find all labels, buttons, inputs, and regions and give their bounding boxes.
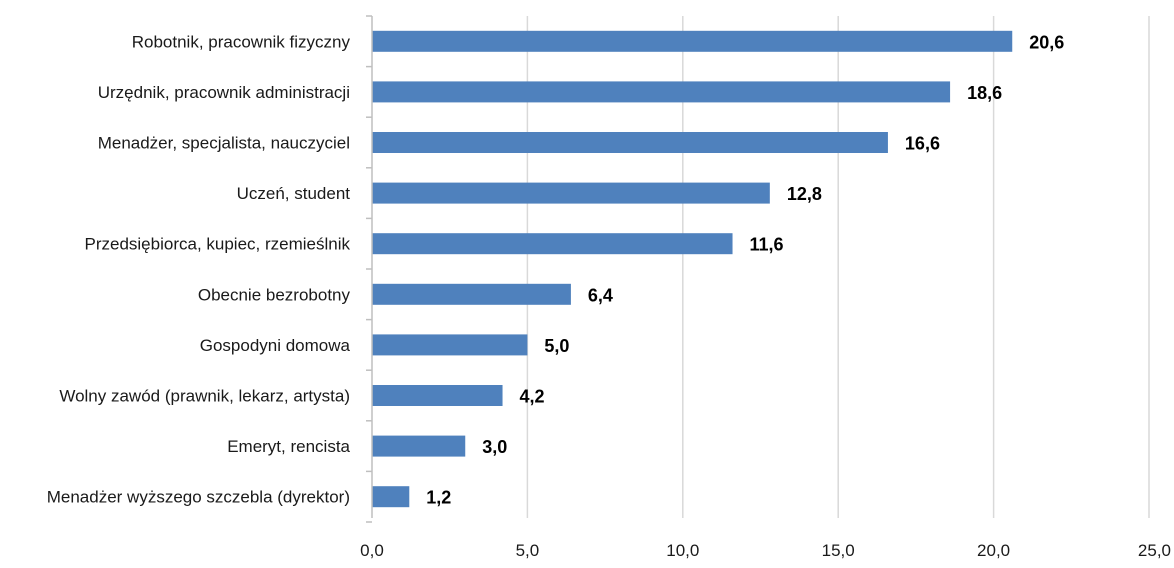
category-label-6: Gospodyni domowa xyxy=(200,336,351,355)
bar-7 xyxy=(372,385,503,406)
bar-1 xyxy=(372,81,951,103)
x-tick-label-2: 10,0 xyxy=(666,541,699,560)
bar-6 xyxy=(372,334,528,356)
category-label-4: Przedsiębiorca, kupiec, rzemieślnik xyxy=(85,235,351,254)
category-label-9: Menadżer wyższego szczebla (dyrektor) xyxy=(47,488,350,507)
x-tick-label-1: 5,0 xyxy=(516,541,540,560)
category-label-2: Menadżer, specjalista, nauczyciel xyxy=(98,134,350,153)
x-tick-label-5: 25,0 xyxy=(1138,541,1171,560)
data-label-2: 16,6 xyxy=(905,134,940,154)
bar-8 xyxy=(372,435,466,457)
category-label-0: Robotnik, pracownik fizyczny xyxy=(132,32,351,51)
x-tick-label-3: 15,0 xyxy=(822,541,855,560)
bar-9 xyxy=(372,486,410,508)
category-label-5: Obecnie bezrobotny xyxy=(198,285,351,304)
x-tick-label-0: 0,0 xyxy=(360,541,384,560)
label-layer: Robotnik, pracownik fizyczny Urzędnik, pr… xyxy=(47,32,1171,560)
category-label-7: Wolny zawód (prawnik, lekarz, artysta) xyxy=(59,387,350,406)
data-label-3: 12,8 xyxy=(787,184,822,204)
data-label-5: 6,4 xyxy=(588,285,613,305)
bar-3 xyxy=(372,182,770,204)
category-label-8: Emeryt, rencista xyxy=(227,437,350,456)
category-label-3: Uczeń, student xyxy=(237,184,351,203)
data-label-0: 20,6 xyxy=(1029,32,1064,52)
bar-layer xyxy=(372,30,1013,508)
data-label-7: 4,2 xyxy=(520,387,545,407)
data-label-1: 18,6 xyxy=(967,83,1002,103)
data-label-4: 11,6 xyxy=(750,235,784,255)
axis-layer xyxy=(366,15,373,523)
bar-0 xyxy=(372,30,1013,52)
category-label-1: Urzędnik, pracownik administracji xyxy=(98,83,350,102)
x-tick-label-4: 20,0 xyxy=(977,541,1010,560)
data-label-8: 3,0 xyxy=(482,437,507,457)
bar-2 xyxy=(372,132,888,153)
data-label-9: 1,2 xyxy=(426,488,451,508)
data-label-6: 5,0 xyxy=(544,336,569,356)
bar-4 xyxy=(372,233,733,255)
bar-5 xyxy=(372,283,571,305)
